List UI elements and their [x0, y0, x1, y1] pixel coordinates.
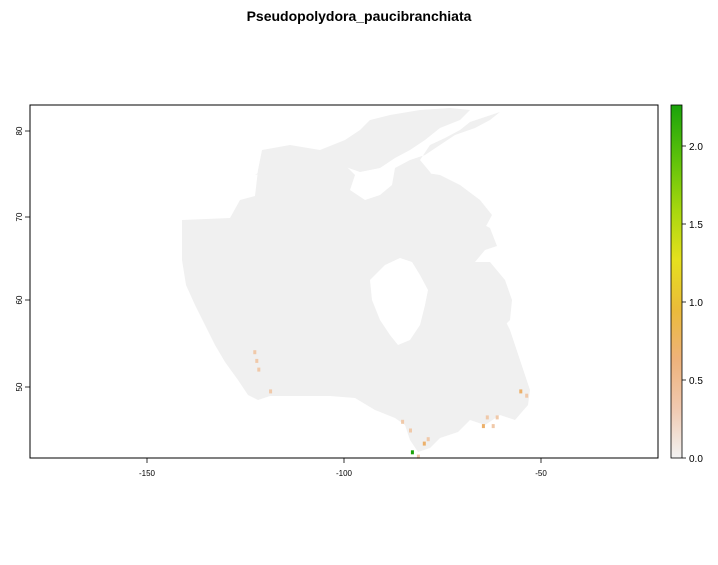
land-newfoundland — [506, 370, 528, 404]
y-tick-label: 70 — [15, 212, 24, 221]
legend-tick-label: 1.5 — [689, 220, 703, 231]
hotspot-cell — [525, 393, 529, 398]
x-axis: -150 -100 -50 — [139, 458, 547, 478]
land-labrador — [470, 262, 512, 330]
land-arctic-islands — [255, 108, 470, 175]
map-title: Pseudopolydora_paucibranchiata — [246, 8, 472, 24]
legend-tick-label: 1.0 — [689, 298, 703, 309]
hotspot-cell — [410, 450, 414, 455]
hotspot-cell — [426, 437, 430, 442]
hotspot-cell — [481, 424, 485, 429]
x-tick-label: -150 — [139, 469, 156, 478]
x-tick-label: -100 — [336, 469, 353, 478]
legend-colorbar: 0.0 0.5 1.0 1.5 2.0 — [670, 104, 703, 465]
hotspot-cell — [253, 350, 257, 355]
hotspot-cell — [422, 441, 426, 446]
hotspot-cell — [495, 415, 499, 420]
hotspot-cell — [519, 389, 523, 394]
x-tick-label: -50 — [535, 469, 547, 478]
hotspot-cell — [257, 367, 261, 372]
hotspot-cell — [255, 358, 259, 363]
land-layer — [182, 108, 530, 452]
y-tick-label: 50 — [15, 382, 24, 391]
hotspot-cell — [485, 415, 489, 420]
hotspot-cell — [491, 424, 495, 429]
legend-gradient — [670, 104, 683, 459]
hotspot-cell — [409, 428, 412, 433]
y-tick-label: 60 — [15, 295, 24, 304]
hotspot-cell — [416, 454, 420, 459]
y-axis: 50 60 70 80 — [15, 126, 30, 391]
legend-tick-label: 0.0 — [689, 454, 703, 465]
hudson-bay — [370, 258, 428, 345]
hotspot-layer — [253, 350, 529, 459]
hotspot-cell — [401, 419, 405, 424]
y-tick-label: 80 — [15, 126, 24, 135]
legend-tick-label: 0.5 — [689, 376, 703, 387]
legend-tick-label: 2.0 — [689, 142, 703, 153]
land-baffin — [400, 172, 492, 228]
hotspot-cell — [269, 389, 273, 394]
